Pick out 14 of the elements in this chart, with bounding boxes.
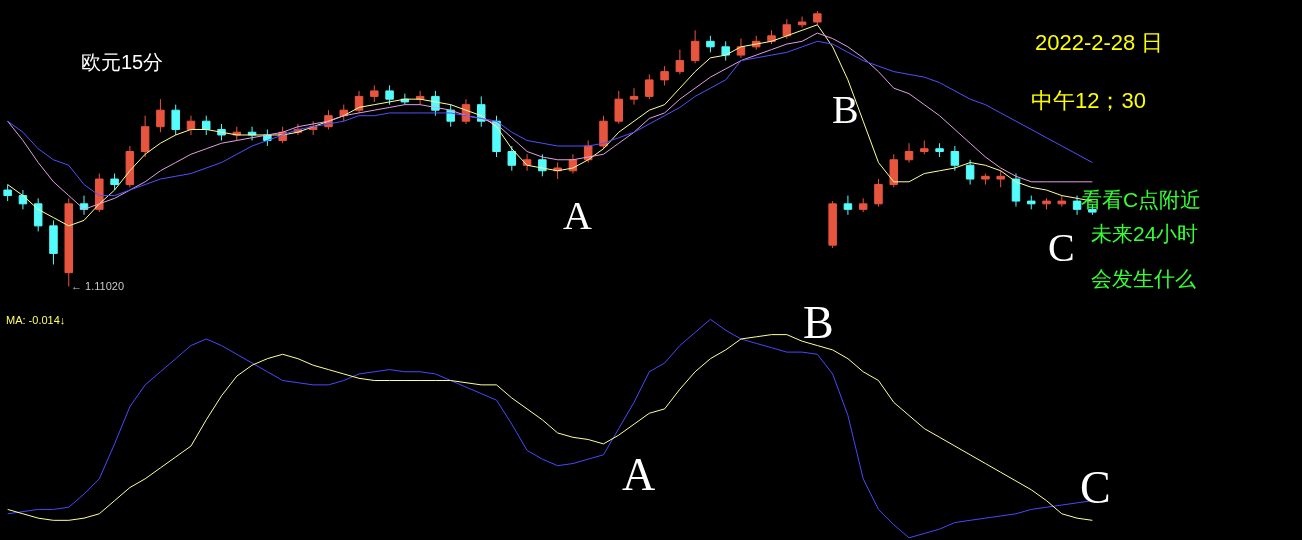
annotation: ← 1.11020: [71, 280, 125, 292]
annotation: B: [803, 297, 834, 348]
annotation: 未来24小时: [1091, 222, 1199, 245]
annotation: 看看C点附近: [1081, 188, 1202, 211]
annotation: C: [1080, 462, 1111, 513]
annotation: 中午12；30: [1031, 88, 1146, 113]
annotation: A: [622, 449, 656, 500]
annotation: 2022-2-28 日: [1035, 30, 1164, 55]
annotation: MA: -0.014↓: [6, 314, 66, 326]
text: 欧元15分: [81, 51, 164, 73]
annotation: 会发生什么: [1091, 267, 1196, 290]
annotation: A: [563, 193, 592, 238]
annotation: C: [1048, 225, 1075, 270]
annotation: B: [832, 87, 859, 132]
